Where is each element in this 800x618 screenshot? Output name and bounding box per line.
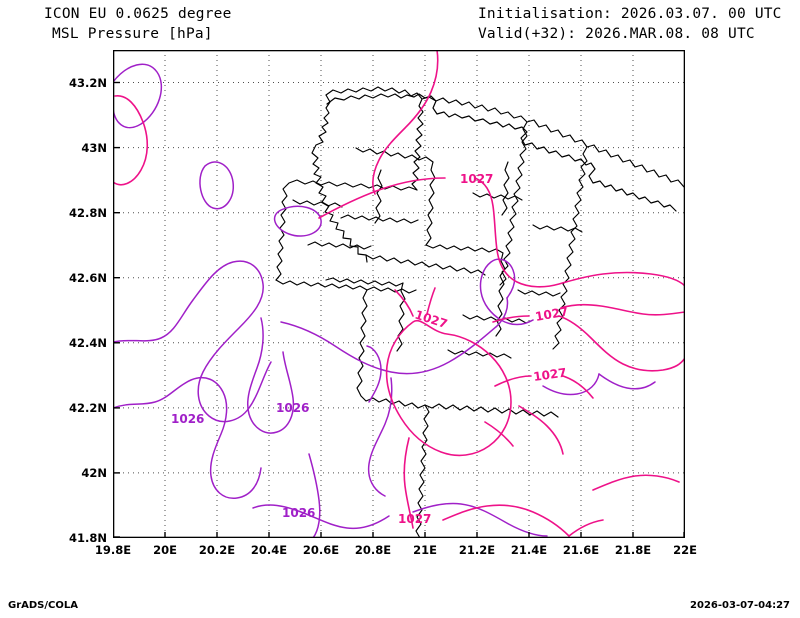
y-tick-43-2: 43.2N [69,76,107,90]
plot-frame [113,50,685,538]
contour-1026-right-exit [598,373,656,390]
map-plot-area: 1027 1027 1027 1027 1027 1026 1026 1026 [113,50,685,538]
footer-attribution: GrADS/COLA [8,600,78,611]
contour-label-1027-lowright: 1027 [532,365,567,384]
contour-1026-labeled-left [246,317,295,434]
y-tick-42-8: 42.8N [69,206,107,220]
administrative-borders [326,93,677,212]
contour-1026-loop-a [113,63,163,129]
x-tick-21-8: 21.8E [614,543,652,557]
contour-1027-upper-descend [372,50,439,195]
y-tick-42-4: 42.4N [69,336,107,350]
contour-1027-label-mid-left [492,315,530,323]
contour-label-1026-bottom: 1026 [282,506,315,520]
x-tick-20-6: 20.6E [302,543,340,557]
contour-label-1026-centre: 1026 [276,401,309,415]
gridlines [113,50,685,538]
contour-1026-lower-left [113,376,262,499]
contour-1027-lr-left [494,375,532,387]
footer-timestamp: 2026-03-07-04:27 [690,600,790,611]
contour-1027-lr-right [562,375,594,399]
contour-1027-centre-stub2 [426,287,436,315]
contour-1026-bottom-left [252,504,390,530]
field-title: MSL Pressure [hPa] [52,26,213,42]
contour-1027-group [113,50,685,537]
contour-1026-group [113,63,656,538]
x-tick-20-2: 20.2E [198,543,236,557]
border-network [275,86,685,538]
contour-label-1026-left: 1026 [171,412,204,426]
contour-1027-centre-stub [394,289,414,317]
contour-map-svg: 1027 1027 1027 1027 1027 1026 1026 1026 [113,50,685,538]
contour-label-1027-bottom: 1027 [398,512,431,526]
contour-1026-mid [280,297,509,375]
contour-1026-upper-stub [366,345,382,403]
contour-1026-right-hook [479,258,534,326]
contour-label-1027-top: 1027 [460,172,493,186]
x-tick-20: 20E [153,543,177,557]
contour-1027-topleft-arc [113,95,149,186]
border-segment-ne [326,93,677,212]
contour-1027-label-right [474,177,685,288]
x-tick-21: 21E [413,543,437,557]
x-tick-21-2: 21.2E [458,543,496,557]
x-tick-20-4: 20.4E [250,543,288,557]
x-tick-19-8: 19.8E [94,543,132,557]
contour-1027-lr-extra [484,421,514,447]
x-tick-21-6: 21.6E [562,543,600,557]
contour-1027-bottom-stem [403,437,414,529]
x-tick-20-8: 20.8E [354,543,392,557]
model-title: ICON EU 0.0625 degree [44,6,232,22]
y-tick-43: 43N [81,141,107,155]
contour-1027-corner [568,519,604,537]
contour-1026-bottom-right [412,502,548,537]
initialisation-time: Initialisation: 2026.03.07. 00 UTC [478,6,782,22]
x-tick-22: 22E [673,543,697,557]
contour-1026-centre-down [367,377,393,497]
y-tick-42: 42N [81,466,107,480]
contour-label-1027-right: 1027 [534,304,569,324]
valid-time: Valid(+32): 2026.MAR.08. 08 UTC [478,26,755,42]
contour-1027-lr-down [518,405,564,455]
y-tick-42-6: 42.6N [69,271,107,285]
contour-1026-loop-b [273,205,322,237]
contour-1027-bottom-right [442,504,570,537]
contour-1026-right-edge [542,373,600,396]
contour-1027-central-loop [385,319,512,457]
contour-1026-main-left [113,260,272,423]
y-tick-41-8: 41.8N [69,531,107,545]
x-tick-21-4: 21.4E [510,543,548,557]
contour-1027-label-left [318,177,446,219]
contour-1026-loop-c [199,161,234,210]
contour-1027-bottom-far-right [592,474,680,491]
contour-1027-label-mid-right [558,315,685,372]
contour-1026-bottom-stem [308,453,321,538]
y-tick-42-2: 42.2N [69,401,107,415]
contour-1027-right-mid [560,303,685,316]
